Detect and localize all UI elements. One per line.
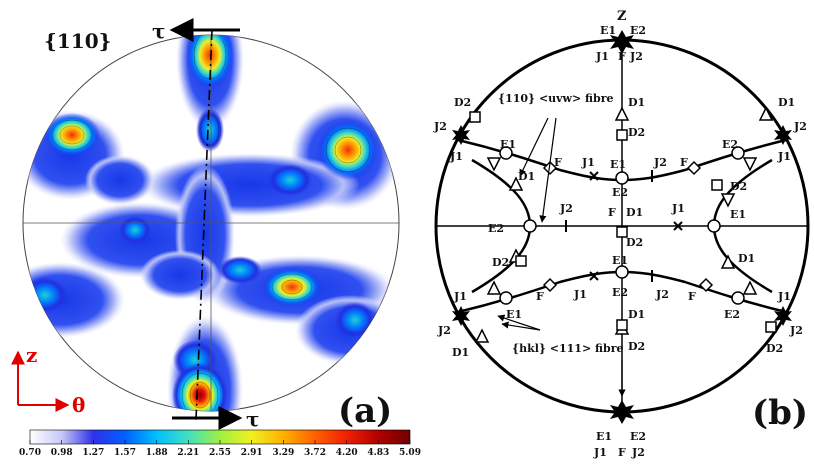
label-f-center: F — [608, 206, 616, 219]
colorbar-tick-label: 4.20 — [336, 448, 358, 458]
fibre-hkl-label: {hkl} <111> fibre — [512, 342, 623, 355]
label-e2-bottom: E2 — [630, 430, 646, 443]
label-j2-upper-center: J2 — [653, 156, 667, 169]
colorbar-tick-label: 1.88 — [146, 448, 168, 458]
label-d2-right: D2 — [730, 180, 747, 193]
plane-label: {110} — [44, 29, 111, 53]
label-e2-lower-right: E2 — [724, 308, 740, 321]
tau-bottom-label: τ — [246, 407, 259, 431]
label-d2-lower: D2 — [628, 340, 645, 353]
label-j2-upper-right: J2 — [793, 120, 807, 133]
label-f-bottom: F — [618, 446, 626, 459]
colorbar-tick-label: 5.09 — [399, 448, 421, 458]
label-d2-lower-right: D2 — [766, 342, 783, 355]
schematic-labels: Z E1 E2 J1 F J2 E1 E2 J1 F J2 D1 D2 E1 E… — [433, 9, 808, 459]
label-j1-upper-right: J1 — [777, 150, 791, 163]
label-d1-upper: D1 — [628, 96, 645, 109]
label-e2-upper-right: E2 — [722, 138, 738, 151]
colorbar-tick-label: 1.57 — [114, 448, 136, 458]
label-d1-lower: D1 — [628, 308, 645, 321]
colorbar-tick-label: 2.21 — [177, 448, 199, 458]
fibre-trace-line — [195, 29, 213, 421]
label-j2-top: J2 — [629, 50, 643, 63]
circle-markers — [499, 146, 745, 305]
label-d2-center: D2 — [626, 236, 643, 249]
label-e1-top: E1 — [600, 24, 616, 37]
label-e2-center-upper: E2 — [612, 186, 628, 199]
fibre-annotation-arrows — [497, 117, 626, 397]
z-axis-label: z — [26, 343, 37, 367]
triangle-markers — [474, 106, 774, 343]
colorbar-tick-label: 4.83 — [367, 448, 389, 458]
label-d1-left: D1 — [518, 170, 535, 183]
label-e2-top: E2 — [630, 24, 646, 37]
panel-a-letter: (a) — [338, 391, 392, 431]
square-markers — [469, 111, 777, 333]
label-j1-upper-center: J1 — [581, 156, 595, 169]
label-f-top: F — [618, 50, 626, 63]
label-j2-lower-center: J2 — [655, 288, 669, 301]
colorbar-tick-label: 1.27 — [82, 448, 104, 458]
label-j2-bottom: J2 — [631, 446, 645, 459]
label-e1-center-upper: E1 — [610, 158, 626, 171]
label-e1-center-lower: E1 — [612, 254, 628, 267]
label-j2-lower-left: J2 — [437, 324, 451, 337]
label-e1-lower-left: E1 — [506, 308, 522, 321]
label-f-upper-right: F — [680, 156, 688, 169]
label-d1-center: D1 — [626, 206, 643, 219]
colorbar-tick-label: 0.70 — [19, 448, 41, 458]
label-j1-top: J1 — [595, 50, 609, 63]
star-markers — [452, 30, 792, 424]
label-j2-upper-left: J2 — [433, 120, 447, 133]
colorbar-tick-label: 2.91 — [241, 448, 263, 458]
label-d1-right: D1 — [738, 252, 755, 265]
colorbar-tick-label: 3.29 — [272, 448, 294, 458]
label-j2-mid: J2 — [559, 202, 573, 215]
cross-markers — [589, 171, 683, 281]
pole-z-label: Z — [617, 9, 627, 24]
colorbar-tick-label: 3.72 — [304, 448, 326, 458]
label-f-upper-left: F — [554, 156, 562, 169]
label-j1-lower-right: J1 — [777, 290, 791, 303]
tau-top-label: τ — [152, 19, 165, 43]
fibre-110-label: {110} <uvw> fibre — [498, 92, 614, 105]
label-e1-right: E1 — [730, 208, 746, 221]
label-e2-center-lower: E2 — [612, 286, 628, 299]
label-d2-left: D2 — [492, 256, 509, 269]
diamond-markers — [542, 160, 714, 293]
colorbar-tick-label: 0.98 — [51, 448, 73, 458]
label-j1-upper-left: J1 — [449, 150, 463, 163]
label-d2-upper-left: D2 — [454, 96, 471, 109]
colorbar-ticks: 0.70 0.98 1.27 1.57 1.88 2.21 2.55 2.91 3.29 3.72… — [19, 440, 421, 458]
pole-figure-a: τ τ {110} z θ (a) 0.70 0.98 1.27 1.57 1.88 2.… — [11, 17, 421, 458]
schematic-b — [434, 30, 810, 424]
label-e2-left: E2 — [488, 222, 504, 235]
label-j1-lower-left: J1 — [453, 290, 467, 303]
label-d1-upper-right: D1 — [778, 96, 795, 109]
panel-b-letter: (b) — [752, 393, 808, 433]
label-d1-lower-left: D1 — [452, 346, 469, 359]
theta-axis-label: θ — [72, 393, 85, 417]
tick-markers — [565, 170, 653, 282]
label-f-lower-right: F — [688, 290, 696, 303]
label-d2-upper: D2 — [628, 126, 645, 139]
label-e1-bottom: E1 — [596, 430, 612, 443]
label-j1-mid: J1 — [671, 202, 685, 215]
label-e1-upper-left: E1 — [500, 138, 516, 151]
label-j1-bottom: J1 — [593, 446, 607, 459]
colorbar-tick-label: 2.55 — [209, 448, 231, 458]
label-j1-lower-center: J1 — [573, 288, 587, 301]
label-f-lower-left: F — [536, 290, 544, 303]
label-j2-lower-right: J2 — [789, 324, 803, 337]
